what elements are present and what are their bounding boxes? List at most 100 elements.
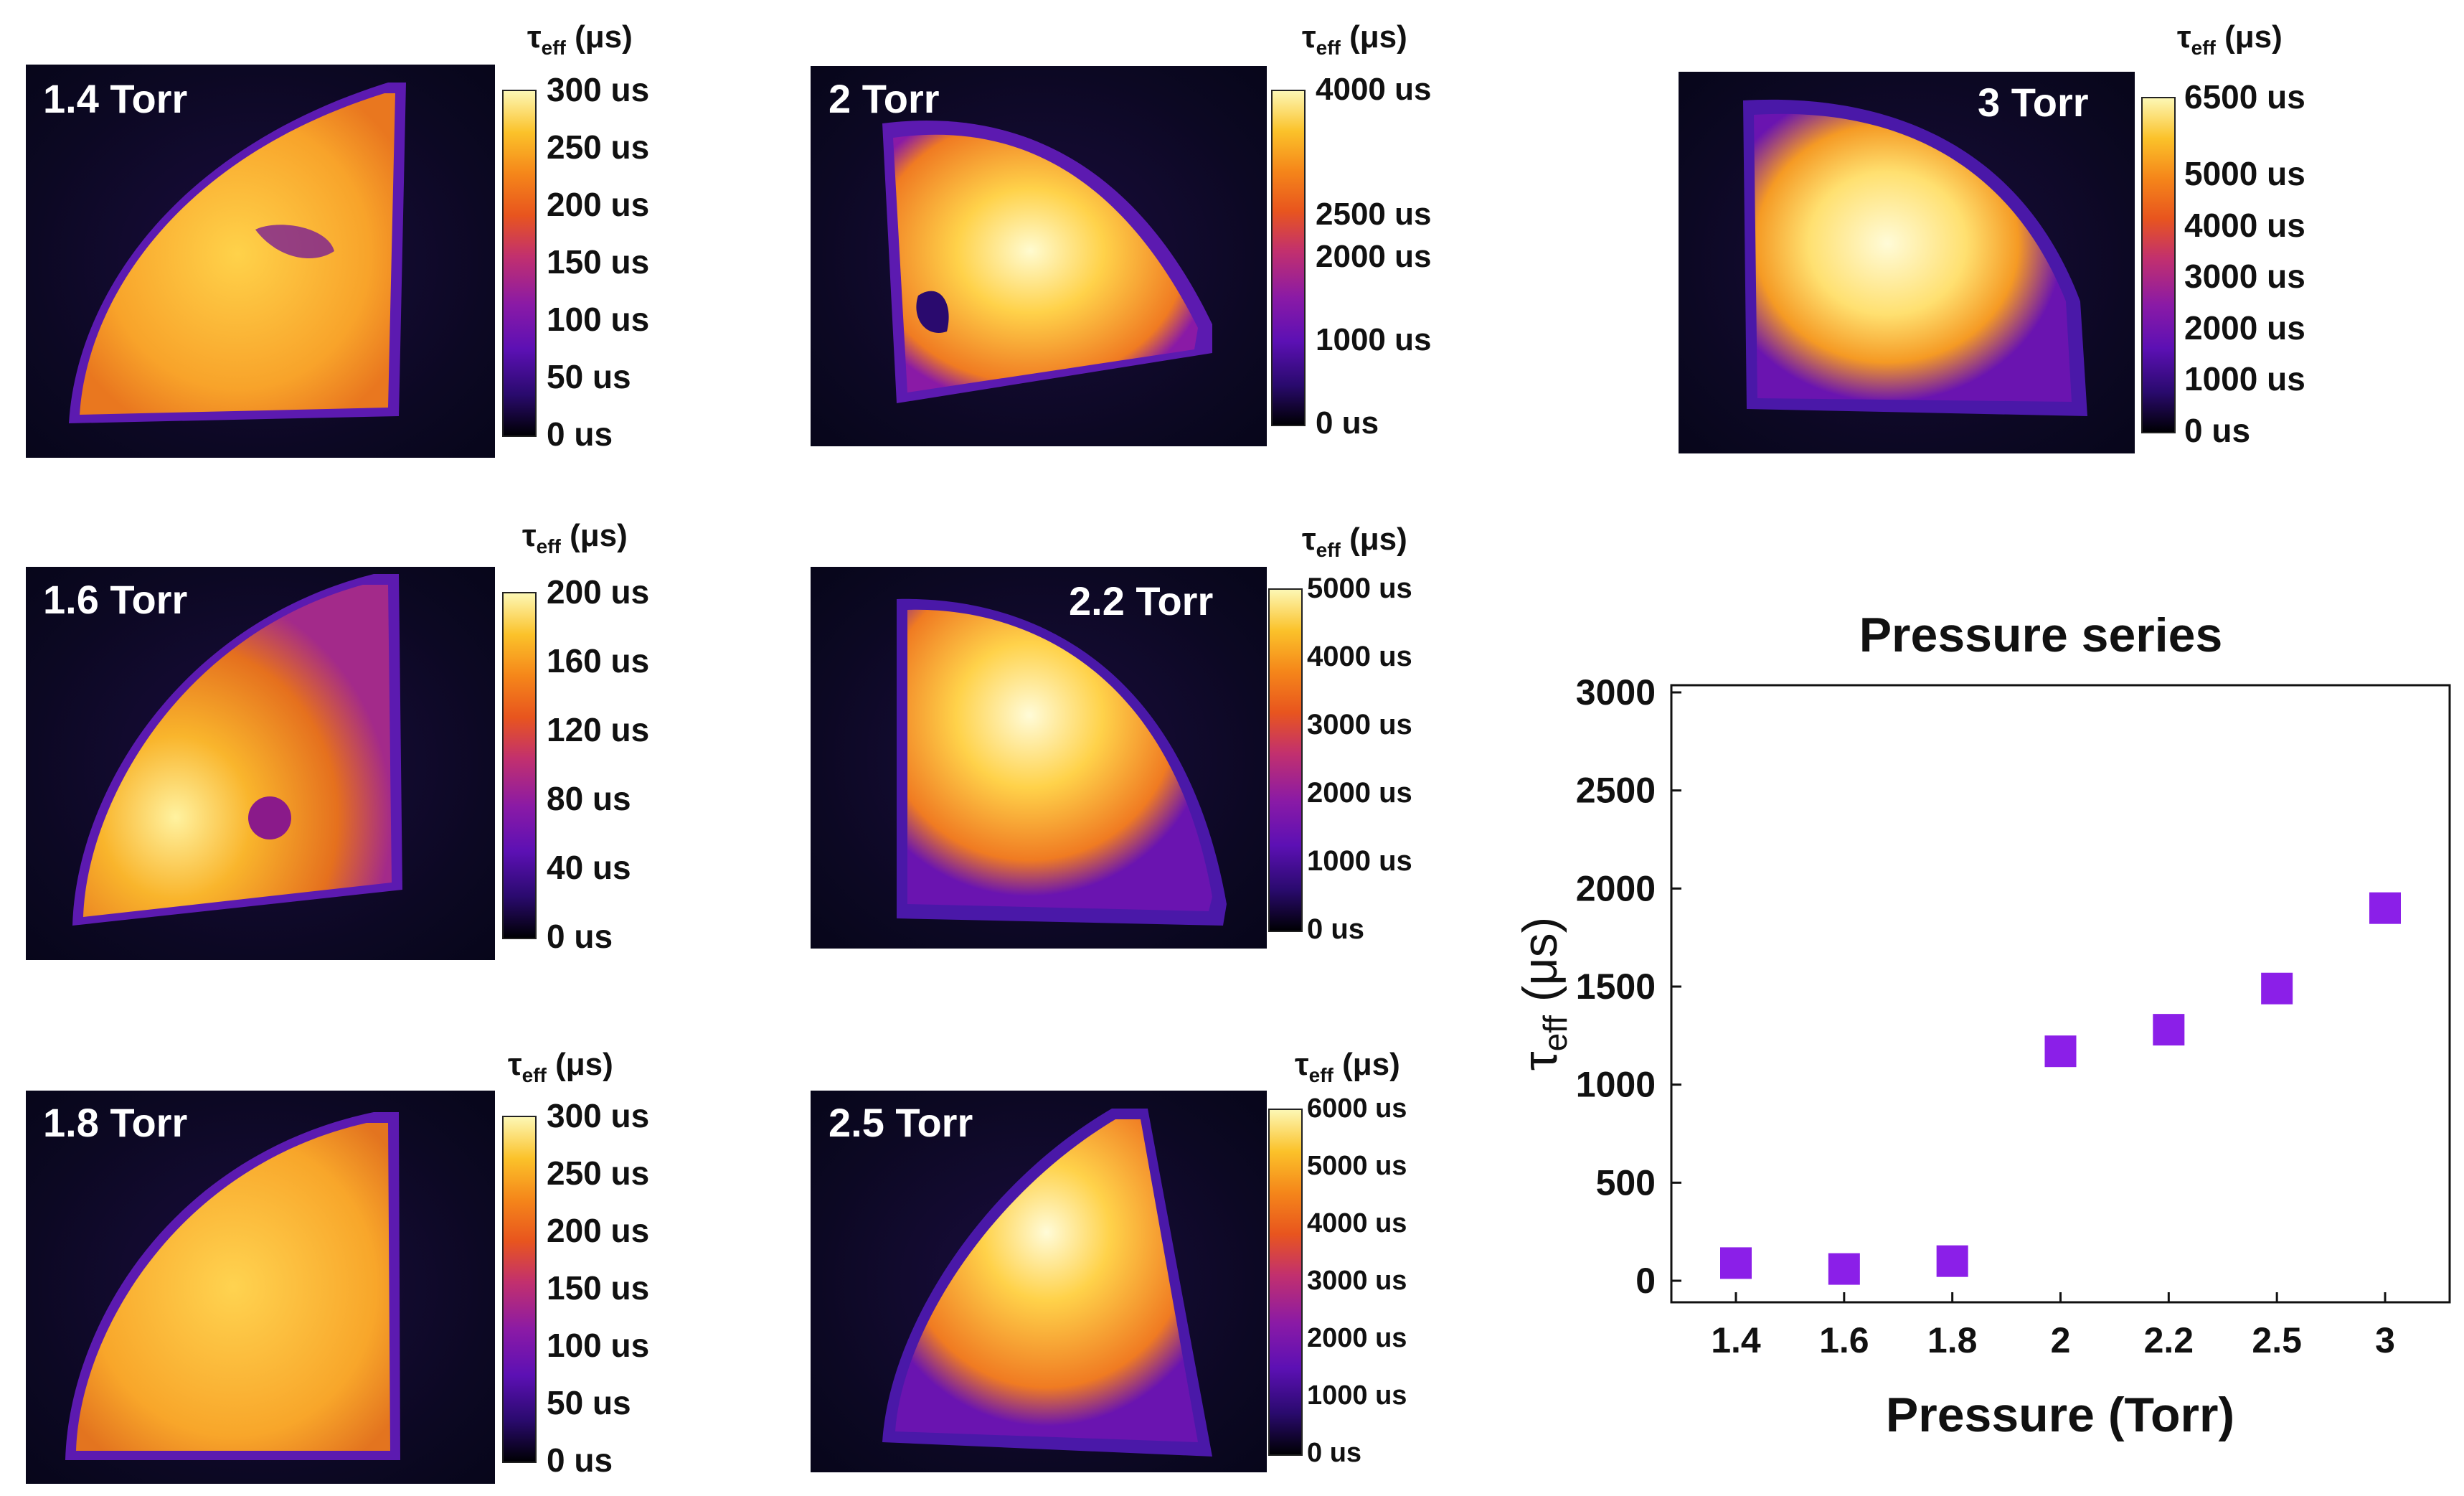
- colorbar-tick-label: 150 us: [547, 243, 650, 281]
- colorbar-title: τeff (μs): [508, 1047, 613, 1086]
- colorbar-title: τeff (μs): [522, 518, 628, 558]
- x-tick-label: 1.4: [1711, 1320, 1761, 1360]
- x-axis-ticks: 1.4 1.6 1.8 2 2.2 2.5 3: [1711, 1292, 2395, 1360]
- y-axis-label-unit: (μs): [1513, 917, 1567, 1015]
- colorbar: [502, 1116, 537, 1463]
- colorbar-tick-label: 0 us: [547, 415, 613, 453]
- data-point-1-4-torr: [1720, 1247, 1752, 1279]
- lifetime-map-1-4-torr: [26, 65, 495, 458]
- lifetime-map-3-torr: [1679, 72, 2135, 453]
- lifetime-map-1-6-torr: [26, 567, 495, 960]
- colorbar-tick-label: 2000 us: [1307, 1323, 1407, 1354]
- data-point-3-torr: [2369, 892, 2401, 924]
- colorbar-tick-label: 4000 us: [1307, 641, 1412, 672]
- colorbar-title: τeff (μs): [527, 19, 633, 59]
- data-points: [1720, 892, 2401, 1285]
- colorbar-tick-label: 300 us: [547, 1097, 650, 1134]
- plot-frame: [1670, 684, 2451, 1304]
- data-point-2-5-torr: [2261, 972, 2293, 1005]
- colorbar-tick-label: 160 us: [547, 642, 650, 679]
- x-axis-label: Pressure (Torr): [1886, 1388, 2234, 1442]
- y-tick-label: 0: [1635, 1261, 1656, 1301]
- x-tick-label: 1.6: [1819, 1320, 1869, 1360]
- colorbar-tick-label: 0 us: [2184, 412, 2251, 449]
- colorbar-tick-label: 200 us: [547, 573, 650, 611]
- colorbar-tick-label: 1000 us: [1316, 321, 1432, 357]
- colorbar-tick-label: 120 us: [547, 711, 650, 748]
- lifetime-map-2-2-torr: [811, 567, 1267, 949]
- colorbar-tick-label: 3000 us: [2184, 258, 2305, 296]
- colorbar-tick-label: 5000 us: [1307, 1151, 1407, 1182]
- colorbar-tick-label: 0 us: [547, 918, 613, 955]
- y-tick-label: 2500: [1576, 771, 1656, 811]
- colorbar-tick-label: 1000 us: [1307, 845, 1412, 877]
- colorbar-tick-label: 40 us: [547, 849, 631, 886]
- chart-title: Pressure series: [1859, 617, 2223, 662]
- colorbar-tick-label: 100 us: [547, 301, 650, 339]
- colorbar-tick-label: 2000 us: [1316, 238, 1432, 274]
- colorbar-tick-label: 250 us: [547, 1154, 650, 1192]
- sample-shape: [882, 1109, 1212, 1457]
- data-point-1-6-torr: [1828, 1253, 1860, 1285]
- colorbar-tick-label: 3000 us: [1307, 709, 1412, 740]
- colorbar-title: τeff (μs): [1302, 19, 1407, 59]
- x-tick-label: 2.2: [2144, 1320, 2194, 1360]
- colorbar-tick-label: 6000 us: [1307, 1093, 1407, 1124]
- colorbar: [502, 90, 537, 437]
- y-axis-label-sub: eff: [1537, 1015, 1574, 1052]
- colorbar: [1271, 90, 1306, 426]
- colorbar: [2141, 97, 2176, 433]
- lifetime-map-2-5-torr: [811, 1091, 1267, 1472]
- sample-shape: [882, 121, 1212, 403]
- pressure-label: 3 Torr: [1978, 80, 2089, 125]
- colorbar-tick-label: 300 us: [547, 71, 650, 108]
- sample-shape: [65, 1112, 400, 1460]
- colorbar-tick-label: 100 us: [547, 1327, 650, 1365]
- x-tick-label: 2.5: [2252, 1320, 2302, 1360]
- data-point-2-torr: [2044, 1035, 2077, 1068]
- colorbar-tick-label: 200 us: [547, 185, 650, 223]
- y-tick-label: 500: [1596, 1162, 1656, 1203]
- colorbar-tick-label: 80 us: [547, 780, 631, 817]
- pressure-label: 1.4 Torr: [43, 76, 188, 121]
- colorbar-tick-label: 0 us: [547, 1441, 613, 1479]
- colorbar-tick-label: 1000 us: [2184, 360, 2305, 398]
- colorbar-tick-label: 1000 us: [1307, 1380, 1407, 1411]
- lifetime-map-2-torr: [811, 66, 1267, 446]
- colorbar-tick-label: 0 us: [1307, 1438, 1362, 1468]
- data-point-1-8-torr: [1936, 1245, 1968, 1277]
- data-point-2-2-torr: [2153, 1014, 2185, 1046]
- x-tick-label: 3: [2375, 1320, 2395, 1360]
- y-axis-label-main: τ: [1513, 1051, 1567, 1071]
- pressure-label: 1.8 Torr: [43, 1100, 188, 1145]
- colorbar-tick-label: 50 us: [547, 357, 631, 395]
- sample-shape: [69, 83, 406, 423]
- colorbar-tick-label: 2000 us: [2184, 309, 2305, 347]
- colorbar-tick-label: 5000 us: [1307, 573, 1412, 604]
- y-tick-label: 3000: [1576, 672, 1656, 712]
- colorbar-tick-label: 200 us: [547, 1211, 650, 1249]
- x-tick-label: 2: [2051, 1320, 2071, 1360]
- colorbar-tick-label: 0 us: [1316, 405, 1379, 441]
- colorbar-tick-label: 5000 us: [2184, 155, 2305, 193]
- colorbar-tick-label: 4000 us: [2184, 206, 2305, 244]
- pressure-label: 2.2 Torr: [1069, 578, 1214, 624]
- colorbar-title: τeff (μs): [1302, 522, 1407, 561]
- colorbar-tick-label: 4000 us: [1316, 72, 1432, 107]
- y-axis-label: τeff (μs): [1513, 917, 1574, 1071]
- colorbar-title: τeff (μs): [2177, 19, 2283, 59]
- colorbar-tick-label: 6500 us: [2184, 78, 2305, 116]
- y-tick-label: 1500: [1576, 966, 1656, 1007]
- colorbar-tick-label: 150 us: [547, 1269, 650, 1307]
- y-tick-label: 1000: [1576, 1065, 1656, 1105]
- y-axis-ticks: 0 500 1000 1500 2000 2500 3000: [1576, 672, 1681, 1301]
- colorbar-title: τeff (μs): [1295, 1047, 1400, 1086]
- colorbar: [502, 592, 537, 939]
- colorbar-tick-label: 4000 us: [1307, 1208, 1407, 1238]
- pressure-label: 2.5 Torr: [829, 1100, 973, 1145]
- y-tick-label: 2000: [1576, 868, 1656, 908]
- pressure-series-chart: Pressure series 0 500 1000 1500 2000 2500 3000…: [1513, 617, 2451, 1442]
- sample-shape: [897, 598, 1227, 926]
- colorbar: [1268, 1109, 1303, 1456]
- colorbar: [1268, 588, 1303, 932]
